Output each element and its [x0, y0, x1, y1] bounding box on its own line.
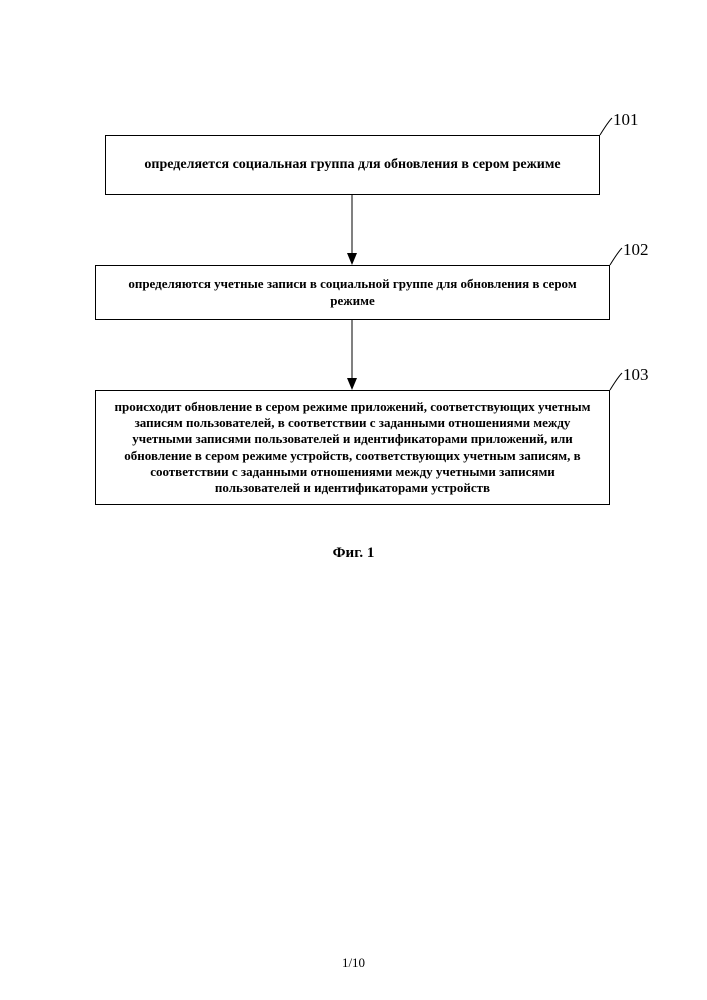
flow-step-text: определяются учетные записи в социальной… [106, 276, 599, 309]
flow-step-text: происходит обновление в сером режиме при… [106, 399, 599, 497]
flow-step-text: определяется социальная группа для обнов… [144, 156, 560, 174]
flow-step-label-101: 101 [613, 110, 639, 130]
flow-step-102: определяются учетные записи в социальной… [95, 265, 610, 320]
flow-step-label-103: 103 [623, 365, 649, 385]
flow-step-103: происходит обновление в сером режиме при… [95, 390, 610, 505]
figure-caption: Фиг. 1 [0, 545, 707, 562]
page-number: 1/10 [0, 955, 707, 971]
flow-step-label-102: 102 [623, 240, 649, 260]
flowchart-canvas: определяется социальная группа для обнов… [0, 0, 707, 1000]
flow-step-101: определяется социальная группа для обнов… [105, 135, 600, 195]
